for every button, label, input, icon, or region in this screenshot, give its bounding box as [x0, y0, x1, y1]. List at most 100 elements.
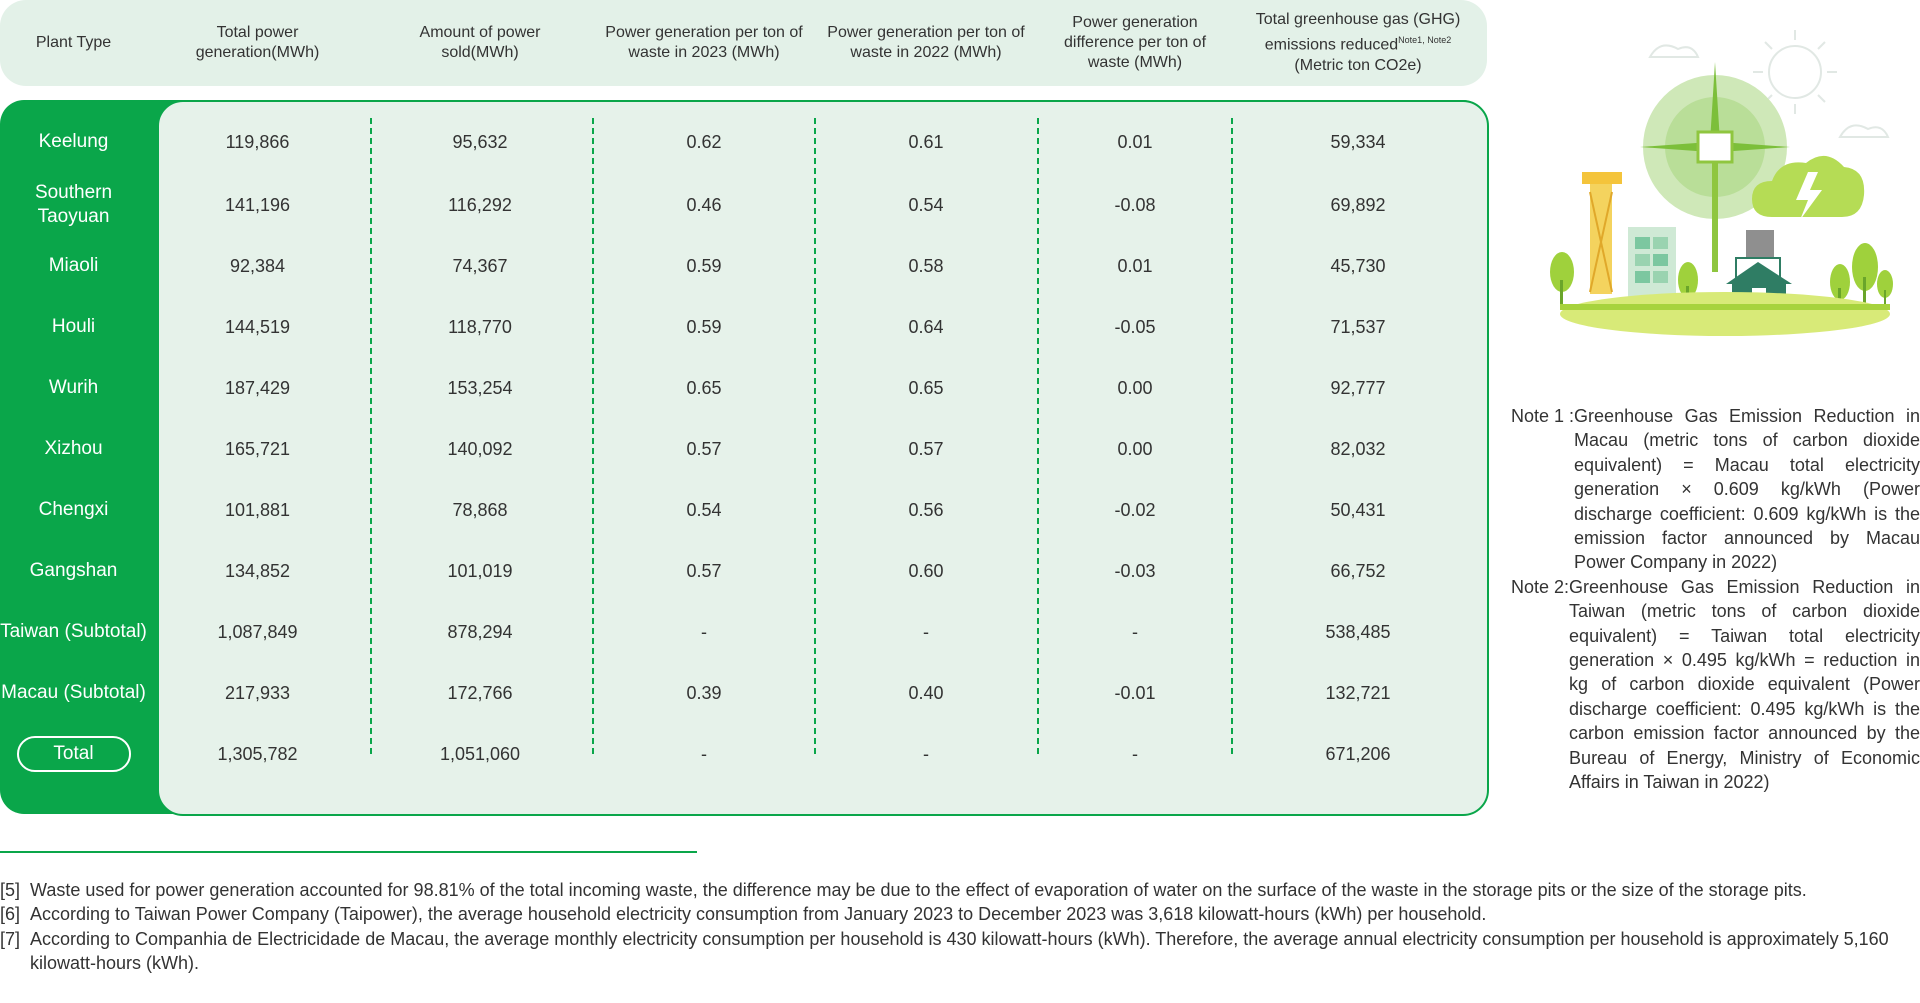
header-power-sold: Amount of power sold(MWh)	[419, 24, 541, 61]
table-cell: 0.61	[908, 131, 944, 152]
table-cell: -	[1132, 743, 1138, 764]
table-header: Plant Type Total power generation(MWh) A…	[0, 0, 1487, 86]
table-cell: 0.00	[1117, 377, 1153, 398]
table-cell: 1,087,849	[217, 621, 298, 642]
ground	[1560, 292, 1890, 336]
table-cell: 134,852	[224, 560, 291, 581]
column-divider	[1231, 118, 1233, 754]
table-cell: 95,632	[452, 131, 508, 152]
note-2: Note 2: Greenhouse Gas Emission Reductio…	[1511, 575, 1920, 795]
table-cell: 74,367	[452, 255, 508, 276]
table-cell: -	[923, 621, 929, 642]
table-body-panel	[157, 100, 1489, 816]
table-cell: -0.05	[1114, 316, 1156, 337]
header-ghg-label: Total greenhouse gas (GHG) emissions red…	[1255, 11, 1461, 54]
table-cell: 0.65	[908, 377, 944, 398]
table-row: Southern Taoyuan 141,196 116,292 0.46 0.54 -0…	[0, 175, 1487, 235]
table-cell: 0.01	[1117, 255, 1153, 276]
plant-name: Houli	[51, 316, 96, 337]
table-cell: 132,721	[1325, 682, 1391, 703]
tree-icon	[1550, 243, 1893, 308]
notes: Note 1 : Greenhouse Gas Emission Reducti…	[1511, 404, 1920, 795]
column-divider	[1037, 118, 1039, 754]
table-cell: 0.54	[686, 499, 722, 520]
header-total-power: Total power generation(MWh)	[195, 24, 320, 61]
table-cell: 101,881	[224, 499, 291, 520]
table-row: Macau (Subtotal) 217,933 172,766 0.39 0.40 -0…	[0, 663, 1487, 723]
table-cell: 0.58	[908, 255, 944, 276]
table-cell: 165,721	[224, 438, 291, 459]
table-cell: 0.01	[1117, 131, 1153, 152]
table-cell: -0.01	[1114, 682, 1156, 703]
table-cell: 0.64	[908, 316, 944, 337]
plant-name: Taiwan (Subtotal)	[0, 621, 147, 642]
plant-name: Wurih	[48, 377, 99, 398]
header-per-ton-2023: Power generation per ton of waste in 202…	[605, 24, 803, 61]
table-cell: 140,092	[447, 438, 513, 459]
column-divider	[814, 118, 816, 754]
table-row: Houli 144,519 118,770 0.59 0.64 -0.05 71,537	[0, 297, 1487, 357]
table-cell: 1,051,060	[439, 743, 521, 764]
table-cell: 0.46	[686, 194, 722, 215]
footnote-number: [6]	[0, 904, 21, 925]
table-row: Taiwan (Subtotal) 1,087,849 878,294 - - - 538,…	[0, 602, 1487, 662]
table-cell: 0.59	[686, 316, 722, 337]
header-ghg-unit: (Metric ton CO2e)	[1294, 56, 1422, 74]
plant-name: Southern Taoyuan	[34, 182, 113, 227]
footnotes: [5] Waste used for power generation acco…	[0, 878, 1920, 976]
table-cell: 59,334	[1330, 131, 1386, 152]
table-cell: 0.62	[686, 131, 722, 152]
table-row: Xizhou 165,721 140,092 0.57 0.57 0.00 82,032	[0, 419, 1487, 479]
header-per-ton-2022: Power generation per ton of waste in 202…	[827, 24, 1025, 61]
footnote-text: According to Taiwan Power Company (Taipo…	[30, 904, 1487, 925]
table-cell: 0.00	[1117, 438, 1153, 459]
table-row: Miaoli 92,384 74,367 0.59 0.58 0.01 45,730	[0, 236, 1487, 296]
table-cell: 118,770	[448, 316, 512, 337]
table-cell: 50,431	[1330, 499, 1386, 520]
table-cell: 878,294	[447, 621, 513, 642]
table-cell: -0.02	[1114, 499, 1156, 520]
table-cell: 187,429	[224, 377, 291, 398]
table-row: Gangshan 134,852 101,019 0.57 0.60 -0.03 66,75…	[0, 541, 1487, 601]
note-text: Greenhouse Gas Emission Reduction in Mac…	[1574, 406, 1920, 573]
table-cell: 101,019	[447, 560, 513, 581]
table-cell: 172,766	[447, 682, 513, 703]
table-cell: 141,196	[224, 194, 291, 215]
plant-name: Gangshan	[29, 560, 118, 581]
building-icon	[1628, 227, 1676, 302]
table-cell: 0.56	[908, 499, 944, 520]
table-cell: 71,537	[1330, 316, 1386, 337]
column-divider	[592, 118, 594, 754]
table-cell: 0.65	[686, 377, 722, 398]
table-cell: 69,892	[1330, 194, 1386, 215]
table-cell: 1,305,782	[217, 743, 298, 764]
header-plant-type: Plant Type	[35, 34, 112, 51]
power-tower-icon	[1582, 172, 1622, 294]
table-cell: 144,519	[224, 316, 291, 337]
table-cell: 92,777	[1330, 377, 1386, 398]
column-divider	[370, 118, 372, 754]
table-cell: -	[701, 743, 707, 764]
plant-name: Macau (Subtotal)	[1, 682, 146, 703]
note-1: Note 1 : Greenhouse Gas Emission Reducti…	[1511, 404, 1920, 575]
table-cell: 0.57	[686, 438, 722, 459]
table-cell: -	[701, 621, 707, 642]
plant-name: Total	[0, 724, 147, 784]
table-cell: 0.59	[686, 255, 722, 276]
table-cell: 78,868	[452, 499, 508, 520]
cloud-icon	[1648, 44, 1700, 58]
table-cell: 153,254	[447, 377, 513, 398]
footnote-text: According to Companhia de Electricidade …	[30, 928, 1889, 974]
table-cell: 66,752	[1330, 560, 1386, 581]
cloud-lightning-icon	[1752, 155, 1865, 220]
table-cell: 671,206	[1325, 743, 1391, 764]
footnote-number: [5]	[0, 880, 21, 900]
header-difference: Power generation difference per ton of w…	[1063, 14, 1207, 71]
footnote-divider	[0, 851, 697, 853]
table-cell: 538,485	[1325, 621, 1391, 642]
table-cell: -	[923, 743, 929, 764]
plant-name: Miaoli	[48, 255, 99, 276]
table-cell: 116,292	[448, 194, 512, 215]
total-label: Total	[16, 736, 131, 772]
header-ghg-notes: Note1, Note2	[1398, 35, 1452, 46]
